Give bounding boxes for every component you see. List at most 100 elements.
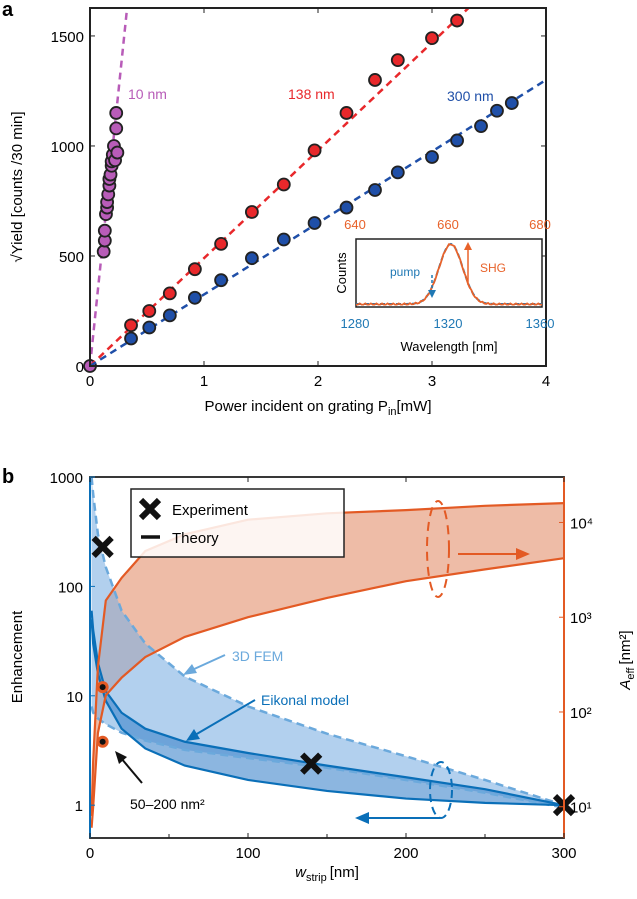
y2-label-unit: [nm²]	[617, 630, 634, 664]
data-point	[474, 119, 488, 134]
fem-band	[91, 477, 564, 808]
inset-top-tick-label: 660	[437, 217, 459, 232]
inset-bottom-tick-label: 1320	[434, 316, 463, 331]
x-label-sub: in	[388, 406, 397, 418]
data-point	[307, 216, 322, 230]
eikonal-band	[91, 610, 564, 806]
left-arrowhead-icon	[355, 812, 369, 824]
y-tick-label: 500	[59, 249, 84, 266]
panel-a: 10 nm 138 nm 300 nm 0 1 2 3 4 0 500 1000 1500 Power …	[9, 7, 555, 418]
eikonal-arrow-icon	[194, 699, 256, 736]
x-tick-label: 300	[551, 845, 576, 862]
inset-shg-curve	[356, 243, 542, 306]
y-tick-label: 1	[75, 798, 83, 815]
data-point	[214, 236, 229, 251]
data-point	[187, 290, 202, 305]
x-axis-label: Power incident on grating Pin[mW]	[204, 398, 431, 418]
legend-box	[130, 488, 345, 558]
eikonal-arrowhead-icon	[186, 729, 200, 741]
y-tick-label: 1000	[50, 470, 83, 487]
area-arrowhead-icon	[115, 751, 127, 764]
data-point	[142, 304, 157, 318]
experiment-point	[91, 535, 114, 558]
eikonal-annotation: Eikonal model	[261, 692, 349, 708]
x-tick-label: 200	[393, 845, 418, 862]
fem-annotation: 3D FEM	[232, 648, 283, 664]
inset-pump-label: pump	[390, 265, 420, 279]
data-point	[490, 103, 504, 118]
fem-arrow-icon	[191, 654, 226, 671]
data-point	[124, 331, 138, 346]
data-point	[110, 145, 125, 160]
enhancement-group-ellipse	[429, 761, 453, 819]
data-point	[339, 200, 354, 215]
y-tick-label: 0	[76, 359, 84, 376]
x-tick-label: 3	[428, 373, 436, 390]
data-point	[450, 13, 464, 28]
data-point	[368, 73, 382, 87]
data-point	[187, 262, 202, 277]
legend-theory-label: Theory	[172, 530, 219, 547]
aeff-lower-line	[90, 557, 565, 828]
series-label-10nm: 10 nm	[128, 86, 167, 102]
data-point	[450, 133, 464, 148]
data-point	[368, 183, 382, 197]
data-point	[276, 232, 291, 247]
y2-tick-label: 10²	[570, 705, 592, 722]
inset-top-tick-label: 680	[529, 217, 551, 232]
data-point	[307, 143, 322, 158]
area-annotation: 50–200 nm²	[130, 796, 205, 812]
x-tick-label: 100	[235, 845, 260, 862]
panel-label-a: a	[2, 0, 14, 21]
data-point	[425, 31, 439, 46]
experiment-point	[300, 752, 323, 775]
x-tick-label: 1	[200, 373, 208, 390]
data-point	[276, 177, 291, 192]
series-label-138nm: 138 nm	[288, 86, 335, 102]
fem-lower-line	[90, 706, 565, 809]
inset-top-tick-label: 640	[344, 217, 366, 232]
inset-frame	[355, 238, 543, 308]
area-marker-dot	[99, 684, 106, 691]
y2-label-main: A	[617, 680, 634, 691]
x-tick-label: 0	[86, 845, 94, 862]
data-point	[214, 273, 229, 288]
inset-bottom-tick-label: 1360	[526, 316, 555, 331]
x-label-main: w	[295, 864, 307, 881]
data-point	[390, 165, 405, 180]
y2-label-sub: eff	[625, 667, 637, 680]
panel-b: 3D FEM Eikonal model 50–200 nm² Experiment T…	[9, 470, 637, 884]
data-point	[162, 308, 177, 323]
data-point	[244, 205, 259, 219]
data-point	[109, 106, 124, 120]
y-axis-label: Enhancement	[9, 610, 26, 703]
legend-experiment-icon	[138, 497, 162, 521]
x-axis-label: wstrip [nm]	[295, 864, 359, 884]
y2-tick-label: 10³	[570, 610, 592, 627]
data-point	[244, 251, 259, 266]
data-point	[124, 318, 138, 333]
pump-arrowhead-icon	[428, 290, 436, 298]
x-label-unit: [mW]	[397, 398, 432, 415]
aeff-group-ellipse	[426, 500, 450, 598]
inset-bottom-tick-label: 1280	[341, 316, 370, 331]
right-arrowhead-icon	[516, 548, 530, 560]
y-tick-label: 100	[58, 579, 83, 596]
y-tick-label: 1000	[51, 139, 84, 156]
inset-y-label: Counts	[334, 252, 349, 294]
data-point	[142, 320, 157, 335]
legend-experiment-label: Experiment	[172, 502, 249, 519]
data-point	[109, 121, 124, 136]
x-label-main: Power incident on grating P	[204, 398, 387, 415]
data-point	[162, 286, 177, 301]
area-marker-dot	[99, 738, 106, 745]
data-point	[339, 106, 354, 120]
x-tick-label: 4	[542, 373, 550, 390]
fem-arrowhead-icon	[183, 664, 197, 675]
y-tick-label: 10	[66, 689, 83, 706]
y2-axis-label: Aeff [nm²]	[617, 630, 637, 690]
plot-frame-a	[89, 7, 547, 367]
aeff-band	[91, 503, 564, 828]
x-tick-label: 0	[86, 373, 94, 390]
